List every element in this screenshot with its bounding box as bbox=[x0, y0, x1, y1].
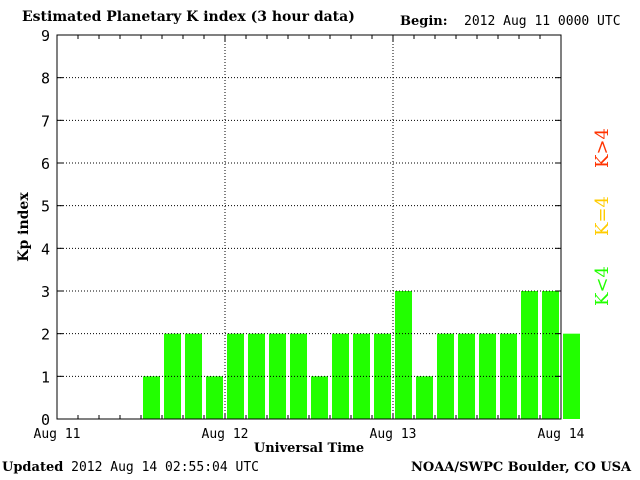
bar-12 bbox=[311, 376, 328, 419]
bar-16 bbox=[395, 291, 412, 419]
y-tick-label: 6 bbox=[41, 155, 50, 173]
begin-label: Begin: bbox=[400, 14, 448, 29]
bar-15 bbox=[374, 333, 391, 419]
updated-timestamp: Updated 2012 Aug 14 02:55:04 UTC bbox=[2, 461, 259, 474]
bar-22 bbox=[521, 291, 538, 419]
y-tick-label: 1 bbox=[41, 368, 50, 386]
legend-item-0: K<4 bbox=[592, 266, 613, 306]
updated-label: Updated bbox=[2, 460, 64, 475]
legend-item-2: K>4 bbox=[592, 128, 613, 168]
bar-4 bbox=[143, 376, 160, 419]
y-tick-label: 3 bbox=[41, 283, 50, 301]
bar-7 bbox=[206, 376, 223, 419]
legend: K<4 K=4 K>4 bbox=[592, 128, 613, 306]
bar-13 bbox=[332, 333, 349, 419]
y-tick-label: 8 bbox=[41, 70, 50, 88]
bar-24 bbox=[563, 333, 580, 419]
bar-20 bbox=[479, 333, 496, 419]
bar-17 bbox=[416, 376, 433, 419]
bar-11 bbox=[290, 333, 307, 419]
bar-18 bbox=[437, 333, 454, 419]
begin-value: 2012 Aug 11 0000 UTC bbox=[464, 14, 621, 29]
bar-9 bbox=[248, 333, 265, 419]
bar-6 bbox=[185, 333, 202, 419]
bar-8 bbox=[227, 333, 244, 419]
x-tick-label: Aug 13 bbox=[370, 427, 417, 442]
bar-10 bbox=[269, 333, 286, 419]
source-credit: NOAA/SWPC Boulder, CO USA bbox=[411, 460, 632, 475]
bar-21 bbox=[500, 333, 517, 419]
x-tick-label: Aug 12 bbox=[202, 427, 249, 442]
bar-14 bbox=[353, 333, 370, 419]
grid-lines bbox=[57, 35, 561, 419]
y-tick-label: 4 bbox=[41, 240, 50, 258]
y-axis-label: Kp index bbox=[16, 192, 32, 262]
bar-19 bbox=[458, 333, 475, 419]
x-tick-label: Aug 11 bbox=[34, 427, 81, 442]
bar-5 bbox=[164, 333, 181, 419]
bar-series bbox=[143, 291, 580, 419]
bar-23 bbox=[542, 291, 559, 419]
y-tick-label: 2 bbox=[41, 326, 50, 344]
updated-value: 2012 Aug 14 02:55:04 UTC bbox=[71, 460, 259, 475]
y-tick-label: 9 bbox=[41, 27, 50, 45]
y-tick-label: 5 bbox=[41, 198, 50, 216]
x-axis-label: Universal Time bbox=[254, 441, 364, 456]
legend-item-1: K=4 bbox=[592, 196, 613, 236]
chart-title: Estimated Planetary K index (3 hour data… bbox=[22, 9, 355, 25]
y-tick-label: 0 bbox=[41, 411, 50, 429]
y-tick-label: 7 bbox=[41, 112, 50, 130]
x-tick-label: Aug 14 bbox=[538, 427, 585, 442]
axis-ticks: 0 1 2 3 4 5 6 7 8 9 Aug 11 Aug 12 Aug 13 Aug 14 bbox=[34, 27, 585, 442]
